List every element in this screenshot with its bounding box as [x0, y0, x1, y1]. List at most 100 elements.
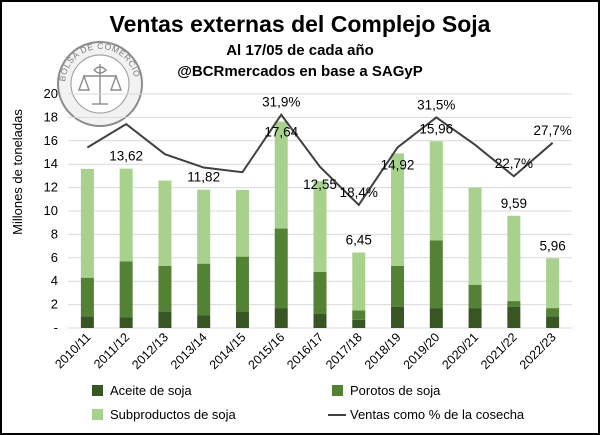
bar-segment	[197, 315, 211, 328]
bar-segment	[119, 261, 133, 318]
legend-label: Ventas como % de la cosecha	[350, 407, 525, 422]
y-tick-label: 4	[51, 273, 58, 288]
bar-segment	[197, 189, 211, 264]
total-label: 9,59	[501, 196, 527, 211]
bar-segment	[391, 265, 405, 307]
legend-item: Porotos de soja	[332, 383, 441, 398]
legend-swatch	[92, 385, 103, 396]
x-tick-label: 2021/22	[478, 330, 520, 372]
bar-segment	[80, 277, 94, 317]
data-labels: 13,62 11,82 17,64 12,55 6,45 14,92 15,96 9,59 5,…	[109, 95, 572, 254]
y-tick-label: 6	[51, 250, 58, 265]
y-axis-ticks: - 2 4 6 8 10 12 14 16 18 20	[44, 86, 58, 335]
x-tick-label: 2016/17	[284, 330, 326, 372]
x-tick-label: 2010/11	[52, 330, 93, 371]
bcr-logo-seal: BOLSA DE COMERCIO DE ROSARIO	[57, 41, 143, 127]
x-tick-label: 2014/15	[207, 330, 249, 372]
total-label: 12,55	[303, 177, 337, 192]
bar-segment	[546, 258, 560, 309]
bar-segment	[468, 187, 482, 285]
legend: Aceite de soja Porotos de soja Subproducto…	[92, 383, 525, 422]
x-tick-label: 2018/19	[362, 330, 404, 372]
y-tick-label: 8	[51, 226, 58, 241]
legend-item: Aceite de soja	[92, 383, 192, 398]
x-tick-label: 2012/13	[129, 330, 171, 372]
bar-segment	[235, 311, 249, 328]
y-tick-label: 2	[51, 297, 58, 312]
bar-segment	[507, 306, 521, 328]
percent-line-path	[86, 112, 554, 207]
bar-segment	[274, 308, 288, 328]
bar-segment	[391, 306, 405, 328]
total-label: 6,45	[346, 233, 372, 248]
bar-segment	[313, 181, 327, 272]
bar-segment	[80, 168, 94, 278]
chart-subtitle-source: @BCRmercados en base a SAGyP	[177, 63, 423, 80]
legend-label: Subproductos de soja	[110, 407, 237, 422]
bar-segment	[80, 316, 94, 328]
bar-segment	[235, 256, 249, 312]
y-tick-label: 10	[44, 203, 58, 218]
y-tick-label: 16	[44, 133, 58, 148]
x-axis-ticks: 2010/112011/122012/132013/142014/152015/…	[52, 330, 558, 372]
legend-label: Porotos de soja	[350, 383, 441, 398]
percent-label: 31,5%	[417, 97, 455, 112]
legend-swatch	[92, 409, 103, 420]
bar-segment	[313, 313, 327, 328]
bar-segment	[391, 153, 405, 266]
x-tick-label: 2015/16	[246, 330, 288, 372]
chart-title: Ventas externas del Complejo Soja	[110, 11, 491, 37]
bar-segment	[546, 316, 560, 328]
bar-segment	[158, 265, 172, 312]
y-tick-label: -	[54, 320, 58, 335]
y-axis-label: Millones de toneladas	[10, 109, 25, 235]
x-tick-label: 2013/14	[168, 330, 210, 372]
x-tick-label: 2022/23	[517, 330, 559, 372]
percent-label: 27,7%	[533, 123, 571, 138]
bar-segment	[429, 308, 443, 328]
total-label: 15,96	[419, 121, 453, 136]
bar-segment	[119, 168, 133, 262]
total-label: 5,96	[539, 238, 565, 253]
y-tick-label: 18	[44, 109, 58, 124]
bar-segment	[507, 301, 521, 307]
percent-label: 18,4%	[340, 185, 378, 200]
bar-segment	[468, 284, 482, 309]
bar-segment	[197, 263, 211, 316]
percent-label: 22,7%	[495, 156, 533, 171]
percent-label: 31,9%	[262, 95, 300, 110]
x-tick-label: 2017/18	[323, 330, 365, 372]
total-label: 11,82	[187, 170, 220, 185]
bar-segment	[158, 311, 172, 328]
bar-segment	[352, 310, 366, 320]
y-tick-label: 20	[44, 86, 58, 101]
bar-segment	[158, 180, 172, 266]
x-tick-label: 2020/21	[439, 330, 481, 372]
bar-segment	[546, 308, 560, 317]
x-tick-label: 2011/12	[91, 330, 132, 371]
bar-segment	[468, 308, 482, 328]
bar-segment	[352, 252, 366, 311]
percent-line	[86, 112, 554, 207]
total-label: 14,92	[381, 157, 415, 172]
chart-subtitle-date: Al 17/05 de cada año	[226, 42, 374, 59]
y-tick-label: 14	[44, 156, 58, 171]
total-label: 13,62	[109, 149, 143, 164]
bar-segment	[429, 141, 443, 241]
bar-segment	[352, 319, 366, 328]
y-tick-label: 12	[44, 180, 58, 195]
bars	[80, 121, 560, 328]
bar-segment	[235, 189, 249, 257]
x-tick-label: 2019/20	[401, 330, 443, 372]
bar-segment	[274, 228, 288, 309]
total-label: 17,64	[264, 125, 298, 140]
bar-segment	[274, 121, 288, 229]
legend-item: Ventas como % de la cosecha	[328, 407, 525, 422]
bar-segment	[507, 215, 521, 302]
bar-segment	[313, 271, 327, 314]
legend-swatch	[332, 385, 343, 396]
bar-segment	[119, 317, 133, 328]
legend-item: Subproductos de soja	[92, 407, 237, 422]
